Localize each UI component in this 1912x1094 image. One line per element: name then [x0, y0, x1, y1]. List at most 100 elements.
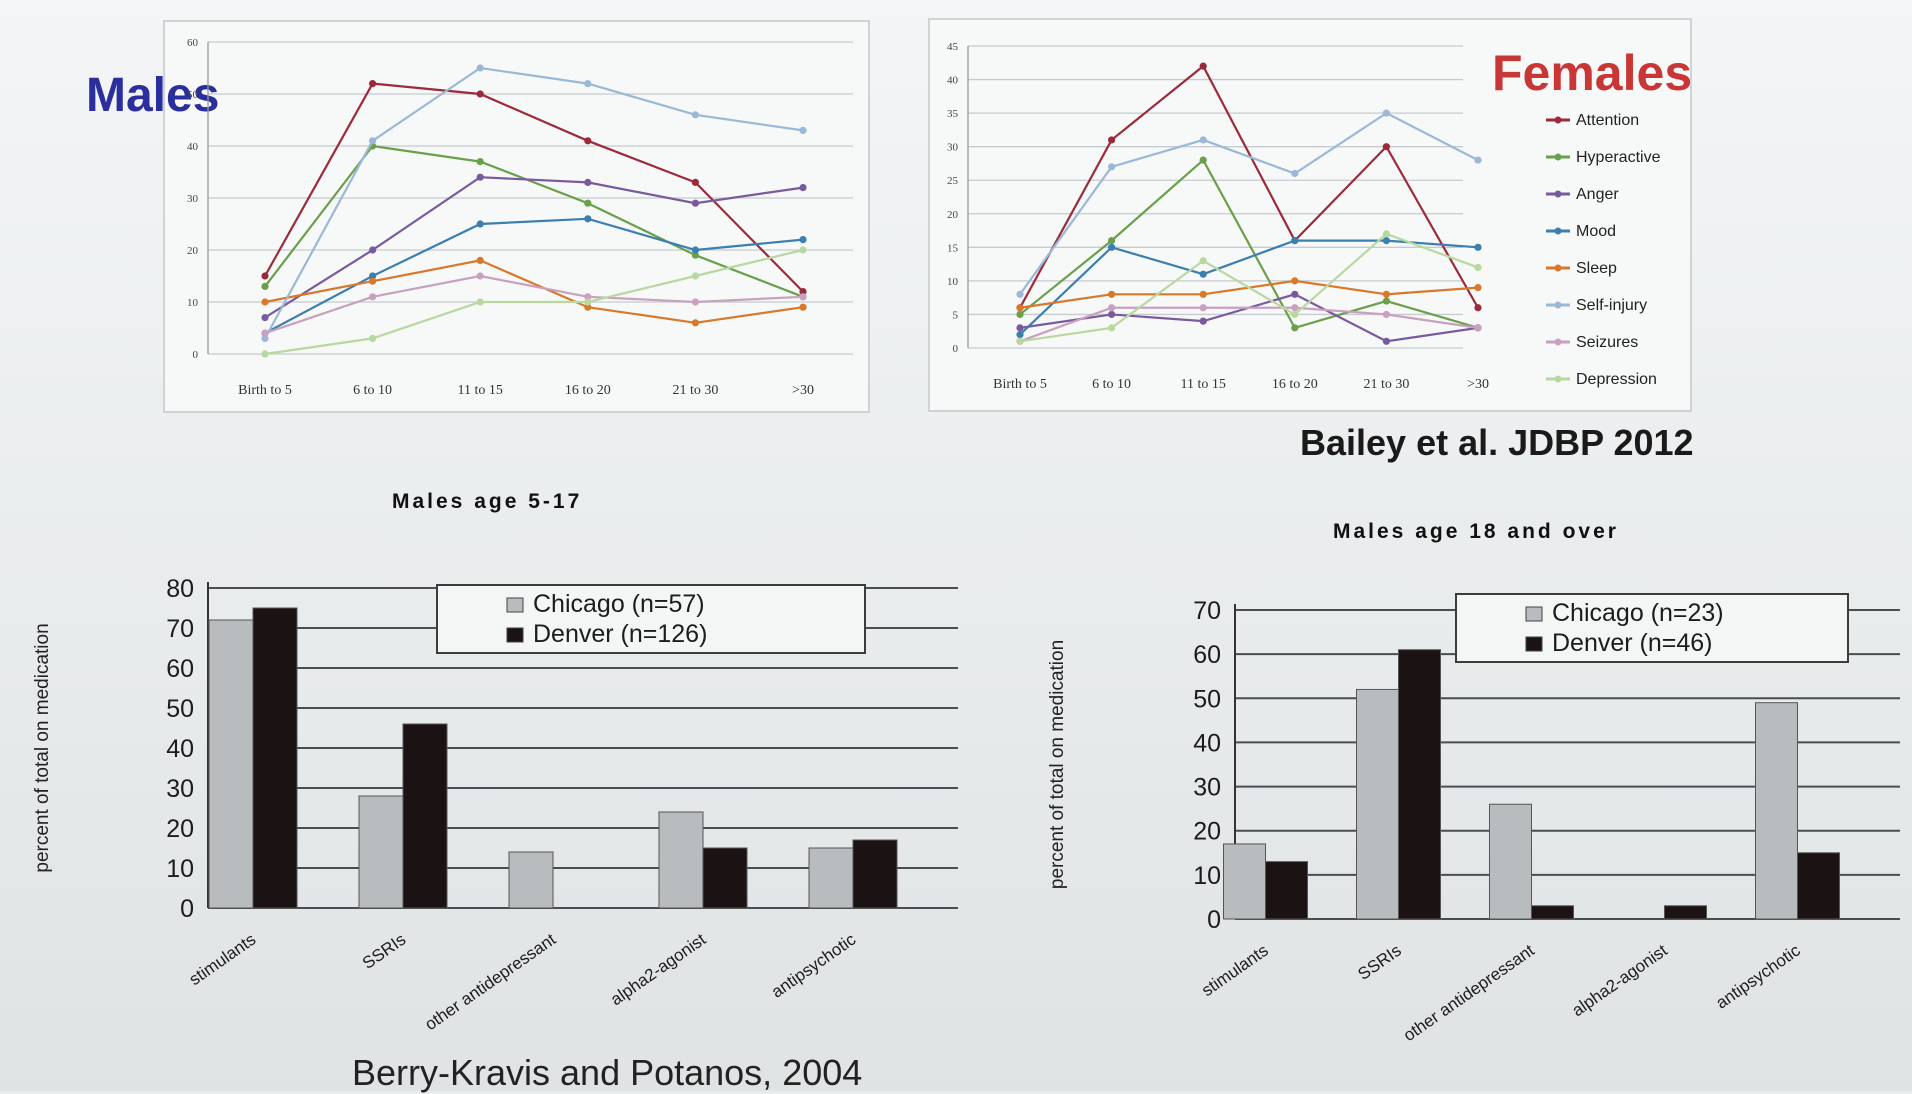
data-point	[1108, 163, 1116, 171]
x-tick-label: 16 to 20	[1272, 377, 1318, 392]
data-point	[261, 314, 269, 322]
y-tick-label: 60	[1193, 641, 1221, 669]
y-tick-label: 60	[166, 655, 194, 683]
data-point	[476, 173, 484, 181]
bar-chicago	[508, 851, 554, 909]
x-tick-label: 16 to 20	[565, 383, 611, 398]
series-line-attention	[264, 82, 804, 293]
y-tick-label: 0	[193, 349, 199, 361]
females-line-panel	[928, 18, 1692, 412]
data-point	[1108, 136, 1116, 144]
data-point	[1382, 337, 1390, 345]
data-point	[1291, 169, 1299, 178]
data-point	[691, 298, 700, 306]
data-point	[1199, 156, 1207, 164]
y-tick-label: 30	[1193, 774, 1221, 802]
data-point	[1382, 237, 1390, 245]
medication-bar-chart-5-17: 0 10 20 30 40 50 60 70 80 stimulants SSRIs other an…	[32, 575, 958, 1034]
data-point	[584, 199, 592, 207]
legend-marker	[1554, 227, 1562, 235]
data-point	[1108, 310, 1116, 319]
data-point	[691, 199, 700, 207]
data-point	[691, 111, 700, 119]
data-point	[1291, 277, 1299, 285]
data-point	[1108, 290, 1116, 298]
y-tick-label: 30	[947, 142, 959, 154]
bar-chicago	[1356, 688, 1399, 920]
data-point	[691, 272, 700, 280]
data-point	[1474, 156, 1482, 164]
legend-marker	[1554, 264, 1562, 272]
data-point	[261, 329, 269, 337]
data-point	[1199, 136, 1207, 144]
data-point	[1382, 230, 1390, 238]
legend-marker	[1554, 116, 1562, 124]
data-point	[261, 298, 269, 306]
y-tick-label: 70	[166, 615, 194, 643]
legend-swatch-chicago	[1525, 606, 1543, 622]
data-point	[261, 334, 269, 342]
data-point	[1291, 310, 1299, 319]
data-point	[691, 246, 700, 254]
data-point	[1382, 143, 1390, 151]
data-point	[369, 293, 377, 301]
x-tick-label: 6 to 10	[353, 383, 392, 398]
legend-label-attention: Attention	[1576, 112, 1639, 129]
data-point	[584, 137, 592, 145]
category-label: SSRIs	[359, 930, 409, 973]
bar2-title: Males age 18 and over	[1333, 520, 1619, 543]
data-point	[1291, 304, 1299, 312]
category-label: stimulants	[1198, 941, 1272, 1000]
legend-swatch-denver	[1525, 636, 1543, 652]
berry-citation: Berry-Kravis and Potanos, 2004	[352, 1052, 863, 1093]
data-point	[1474, 243, 1482, 251]
bar-chicago	[208, 619, 254, 909]
bar-denver	[1797, 852, 1840, 920]
data-point	[369, 277, 377, 285]
males-line-chart: 0 10 20 30 40 50 60 Birth to 5 6 to 10 11 to 15 16…	[187, 37, 853, 398]
data-point	[476, 220, 484, 228]
legend-label-depression: Depression	[1576, 371, 1657, 388]
bar-chicago	[1489, 803, 1532, 920]
data-point	[691, 319, 700, 327]
data-point	[369, 246, 377, 254]
y-tick-label: 20	[1193, 818, 1221, 846]
series-line-seizures	[264, 274, 804, 335]
data-point	[1291, 324, 1299, 332]
data-point	[584, 293, 592, 301]
y-tick-label: 20	[947, 209, 959, 221]
data-point	[369, 137, 377, 145]
data-point	[1199, 270, 1207, 278]
data-point	[1108, 243, 1116, 251]
data-point	[476, 90, 484, 98]
legend-swatch-chicago	[506, 597, 524, 613]
y-tick-label: 40	[1193, 729, 1221, 757]
data-point	[1108, 324, 1116, 332]
y-tick-label: 40	[187, 141, 199, 153]
data-point	[799, 126, 807, 134]
data-point	[584, 215, 592, 223]
data-point	[476, 298, 484, 306]
legend-box	[1455, 593, 1849, 663]
y-tick-label: 5	[953, 309, 959, 321]
y-tick-label: 0	[1207, 906, 1221, 934]
bar-denver	[1398, 649, 1441, 920]
bailey-citation: Bailey et al. JDBP 2012	[1300, 422, 1694, 463]
data-point	[1382, 297, 1390, 305]
data-point	[1474, 284, 1482, 292]
females-line-chart: 0 5 10 15 20 25 30 35 40 45 Birth to 5 6 to 10 11 to…	[947, 41, 1661, 392]
y-tick-label: 50	[187, 89, 199, 101]
data-point	[799, 288, 807, 296]
y-tick-label: 60	[187, 37, 199, 49]
bar-chicago	[1755, 702, 1798, 920]
series-line-depression	[1019, 232, 1479, 343]
y-tick-label: 70	[1193, 597, 1221, 625]
series-line-seizures	[1019, 306, 1479, 343]
y-tick-label: 0	[953, 343, 959, 355]
category-label: alpha2-agonist	[1569, 941, 1671, 1021]
category-label: antipsychotic	[768, 929, 860, 1001]
data-point	[261, 272, 269, 280]
bar-denver	[852, 839, 898, 909]
legend-marker	[1554, 375, 1562, 383]
